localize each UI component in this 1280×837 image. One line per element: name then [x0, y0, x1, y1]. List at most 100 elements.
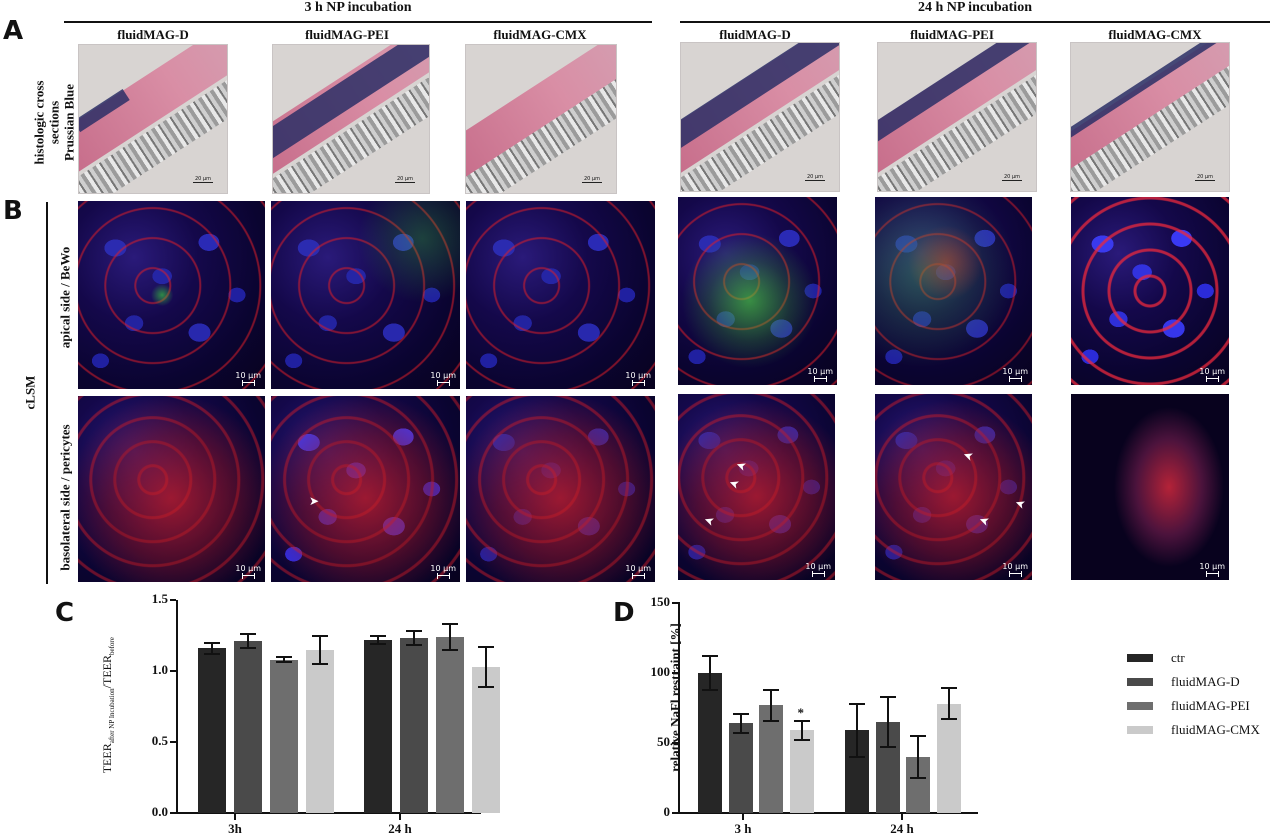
error-cap — [849, 756, 865, 758]
x-tick — [742, 814, 744, 820]
legend-label: fluidMAG-CMX — [1171, 722, 1260, 737]
ylabel-sub: after NP Incubation — [108, 688, 117, 744]
scale-bar-label: 10 µm — [430, 371, 456, 380]
y-axis-label: TEERafter NP Incubation/TEERbefore — [100, 595, 120, 815]
legend-item: fluidMAG-CMX — [1127, 722, 1260, 738]
scale-bar: 10 µm — [430, 564, 456, 579]
error-bar — [211, 642, 213, 654]
y-tick — [170, 741, 176, 743]
error-cap — [204, 652, 220, 655]
x-tick — [399, 814, 401, 820]
y-tick-label: 150 — [650, 594, 671, 609]
method-label-clsm: cLSM — [22, 375, 38, 410]
bar-fluidmag-cmx — [936, 703, 961, 813]
y-tick-label: 0.5 — [151, 733, 168, 748]
error-cap — [879, 695, 896, 698]
ylabel-sub: before — [108, 637, 117, 656]
error-cap — [406, 630, 422, 633]
error-cap — [849, 702, 865, 705]
error-cap — [478, 645, 494, 648]
panel-label-c: C — [55, 598, 75, 628]
col-title: fluidMAG-D — [719, 27, 791, 42]
col-title: fluidMAG-CMX — [1108, 27, 1202, 42]
legend-item: fluidMAG-PEI — [1127, 698, 1250, 714]
error-bar — [413, 631, 415, 646]
error-cap — [370, 634, 386, 637]
col-title: fluidMAG-PEI — [910, 27, 994, 42]
y-tick-label: 0.0 — [151, 804, 168, 819]
clsm-image-basolateral-3h-d: 10 µm — [78, 396, 265, 582]
error-bar — [770, 689, 772, 721]
clsm-image-apical-24h-cmx: 10 µm — [1071, 197, 1229, 385]
scale-bar: 20 µm — [804, 174, 825, 181]
panel-label-d: D — [613, 598, 635, 628]
error-cap — [312, 634, 328, 637]
bar-fluidmag-pei — [270, 659, 298, 813]
y-tick-label: 0 — [663, 804, 671, 819]
error-bar — [947, 688, 950, 720]
y-tick-label: 1.5 — [151, 591, 168, 606]
y-tick — [170, 812, 176, 814]
panel-label-a: A — [3, 16, 24, 46]
error-bar — [886, 696, 889, 748]
y-tick-label: 100 — [650, 664, 671, 679]
error-cap — [240, 633, 256, 636]
row-label-apical: apical side / BeWo — [57, 246, 73, 349]
col-title: fluidMAG-PEI — [305, 27, 389, 42]
y-axis-label: relative NaFl restraint [%] — [667, 623, 683, 772]
error-cap — [910, 735, 926, 737]
x-axis — [176, 812, 481, 814]
error-bar — [917, 736, 919, 778]
error-bar — [247, 634, 249, 649]
chart-teer: TEERafter NP Incubation/TEERbefore 0.0 0.… — [0, 590, 620, 836]
y-tick — [672, 812, 678, 814]
error-cap — [879, 746, 896, 749]
group-rule-3h — [64, 21, 652, 23]
scale-bar-label: 10 µm — [235, 371, 261, 380]
row-label-basolateral: basolateral side / pericytes — [57, 424, 73, 571]
histology-image-24h-pei: 20 µm — [877, 42, 1037, 192]
scale-bar: 10 µm — [430, 371, 456, 386]
x-axis — [678, 812, 978, 814]
col-title: fluidMAG-D — [117, 27, 189, 42]
x-tick — [234, 814, 236, 820]
error-bar — [709, 656, 711, 690]
x-tick-label: 24 h — [890, 821, 914, 836]
error-cap — [940, 718, 957, 721]
x-tick-label: 24 h — [388, 821, 412, 836]
clsm-image-apical-3h-cmx: 10 µm — [466, 201, 655, 389]
error-bar — [739, 713, 742, 734]
y-axis — [678, 602, 680, 814]
legend-label: fluidMAG-PEI — [1171, 698, 1250, 713]
histology-image-3h-d: 20 µm — [78, 44, 228, 194]
clsm-bracket-line — [46, 202, 48, 584]
legend-swatch — [1127, 702, 1153, 710]
bar-fluidmag-pei — [759, 705, 783, 813]
scale-bar-label: 10 µm — [1002, 367, 1028, 376]
row-label-line: Prussian Blue — [61, 84, 77, 161]
group-title-3h: 3 h NP incubation — [304, 0, 412, 15]
y-tick-label: 50 — [657, 734, 670, 749]
legend-label: ctr — [1171, 650, 1185, 665]
row-label-line: sections — [46, 100, 62, 145]
arrow-icon: ➤ — [309, 494, 320, 508]
error-bar — [800, 720, 803, 741]
scale-bar-label: 10 µm — [1199, 562, 1225, 571]
scale-bar: 20 µm — [1194, 174, 1215, 181]
legend-swatch — [1127, 654, 1153, 662]
bar-fluidmag-d — [234, 641, 262, 813]
x-tick-label: 3h — [228, 821, 242, 836]
scale-bar-label: 10 µm — [625, 371, 651, 380]
scale-bar: 10 µm — [235, 564, 261, 579]
y-tick — [672, 742, 678, 744]
error-cap — [910, 777, 926, 779]
bar-fluidmag-d — [728, 723, 753, 813]
error-bar — [449, 624, 451, 650]
scale-bar: 20 µm — [581, 176, 602, 183]
error-bar — [377, 635, 379, 645]
clsm-image-basolateral-24h-pei: ➤ ➤ ➤ 10 µm — [875, 394, 1032, 580]
error-cap — [702, 655, 718, 658]
scale-bar: 10 µm — [1002, 562, 1028, 577]
error-cap — [793, 719, 810, 722]
error-bar — [283, 656, 285, 663]
